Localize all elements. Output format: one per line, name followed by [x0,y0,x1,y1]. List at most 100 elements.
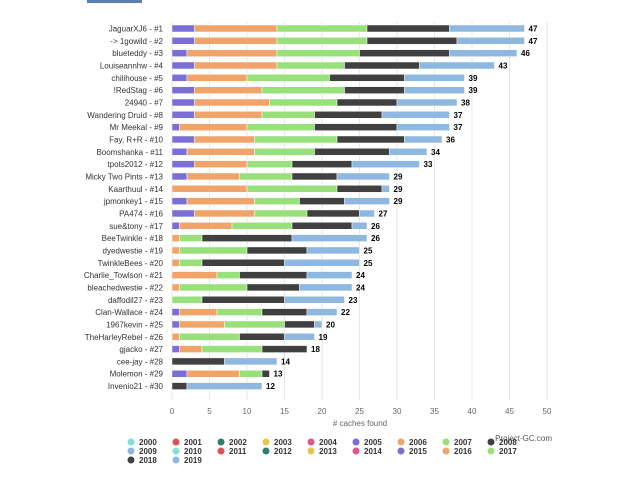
bar-segment-2009[interactable] [299,283,353,292]
bar-segment-2009[interactable] [306,308,338,316]
bar-segment-2007[interactable] [201,345,263,353]
legend-item-2014[interactable]: 2014 [352,447,383,456]
bar-segment-2008[interactable] [291,222,353,230]
bar-segment-2006[interactable] [171,185,248,193]
bar-segment-2006[interactable] [171,333,180,341]
bar-segment-2008[interactable] [171,382,188,390]
bar-segment-2007[interactable] [179,259,203,267]
bar-segment-2008[interactable] [239,333,285,341]
bar-segment-2008[interactable] [171,357,225,366]
bar-segment-2009[interactable] [314,320,323,329]
bar-segment-2007[interactable] [276,49,360,57]
bar-segment-2007[interactable] [231,222,293,230]
bar-segment-2005[interactable] [171,308,180,316]
bar-segment-2007[interactable] [179,234,203,242]
bar-segment-2009[interactable] [359,209,375,218]
legend-item-2006[interactable]: 2006 [397,438,428,447]
legend-item-2016[interactable]: 2016 [442,447,473,456]
bar-segment-2005[interactable] [171,148,188,156]
bar-segment-2009[interactable] [389,148,428,156]
bar-segment-2007[interactable] [224,320,285,329]
bar-segment-2009[interactable] [351,160,420,168]
bar-segment-2005[interactable] [171,37,195,45]
bar-segment-2006[interactable] [171,234,180,242]
legend-item-2015[interactable]: 2015 [397,447,428,456]
bar-segment-2006[interactable] [171,283,180,292]
bar-segment-2006[interactable] [194,61,278,70]
bar-segment-2009[interactable] [456,37,525,45]
bar-segment-2005[interactable] [171,98,195,107]
bar-segment-2007[interactable] [254,197,300,205]
bar-segment-2008[interactable] [306,209,360,218]
bar-segment-2009[interactable] [449,24,525,33]
bar-segment-2005[interactable] [171,86,195,94]
bar-segment-2007[interactable] [246,160,293,168]
bar-segment-2007[interactable] [239,172,293,181]
credit-text[interactable]: Project-GC.com [495,434,552,443]
legend-item-2007[interactable]: 2007 [442,438,473,447]
bar-segment-2006[interactable] [194,209,255,218]
bar-segment-2009[interactable] [284,333,315,341]
legend-item-2004[interactable]: 2004 [307,438,338,447]
bar-segment-2008[interactable] [261,308,308,316]
bar-segment-2009[interactable] [381,111,450,119]
bar-segment-2006[interactable] [179,320,225,329]
bar-segment-2006[interactable] [171,259,180,267]
bar-segment-2009[interactable] [284,259,360,267]
bar-segment-2006[interactable] [194,24,278,33]
bar-segment-2006[interactable] [194,98,270,107]
bar-segment-2007[interactable] [261,111,315,119]
bar-segment-2006[interactable] [186,197,255,205]
bar-segment-2006[interactable] [194,135,255,144]
bar-segment-2006[interactable] [179,308,218,316]
legend-item-2001[interactable]: 2001 [172,438,203,447]
bar-segment-2006[interactable] [186,369,240,378]
bar-segment-2006[interactable] [194,111,263,119]
bar-segment-2009[interactable] [224,357,278,366]
bar-segment-2006[interactable] [179,345,203,353]
bar-segment-2006[interactable] [186,74,248,82]
bar-segment-2008[interactable] [336,135,405,144]
bar-segment-2006[interactable] [186,148,255,156]
legend-item-2010[interactable]: 2010 [172,447,203,456]
bar-segment-2008[interactable] [336,185,383,193]
bar-segment-2005[interactable] [171,135,195,144]
bar-segment-2008[interactable] [291,172,338,181]
bar-segment-2005[interactable] [171,123,180,131]
bar-segment-2009[interactable] [419,61,495,70]
bar-segment-2008[interactable] [329,74,405,82]
bar-segment-2009[interactable] [336,172,390,181]
bar-segment-2008[interactable] [201,296,285,304]
bar-segment-2007[interactable] [254,148,315,156]
bar-segment-2007[interactable] [179,246,248,255]
bar-segment-2007[interactable] [246,185,338,193]
bar-segment-2006[interactable] [186,172,240,181]
bar-segment-2009[interactable] [396,98,458,107]
bar-segment-2008[interactable] [261,369,270,378]
legend-item-2009[interactable]: 2009 [127,447,158,456]
bar-segment-2006[interactable] [194,86,263,94]
legend-item-2005[interactable]: 2005 [352,438,383,447]
bar-segment-2008[interactable] [299,197,345,205]
legend-item-2011[interactable]: 2011 [217,447,247,456]
bar-segment-2006[interactable] [179,123,248,131]
bar-segment-2008[interactable] [344,86,405,94]
bar-segment-2005[interactable] [171,369,188,378]
bar-segment-2007[interactable] [276,24,368,33]
bar-segment-2006[interactable] [179,222,233,230]
bar-segment-2007[interactable] [239,369,263,378]
bar-segment-2008[interactable] [366,37,458,45]
bar-segment-2009[interactable] [351,222,368,230]
bar-segment-2005[interactable] [171,222,180,230]
bar-segment-2008[interactable] [314,148,390,156]
legend-item-2008[interactable]: 2008 [487,438,518,447]
bar-segment-2006[interactable] [194,37,278,45]
bar-segment-2005[interactable] [171,61,195,70]
bar-segment-2008[interactable] [246,283,300,292]
bar-segment-2009[interactable] [381,185,390,193]
bar-segment-2005[interactable] [171,209,195,218]
bar-segment-2007[interactable] [216,308,263,316]
bar-segment-2008[interactable] [246,246,308,255]
bar-segment-2005[interactable] [171,74,188,82]
bar-segment-2008[interactable] [366,24,450,33]
